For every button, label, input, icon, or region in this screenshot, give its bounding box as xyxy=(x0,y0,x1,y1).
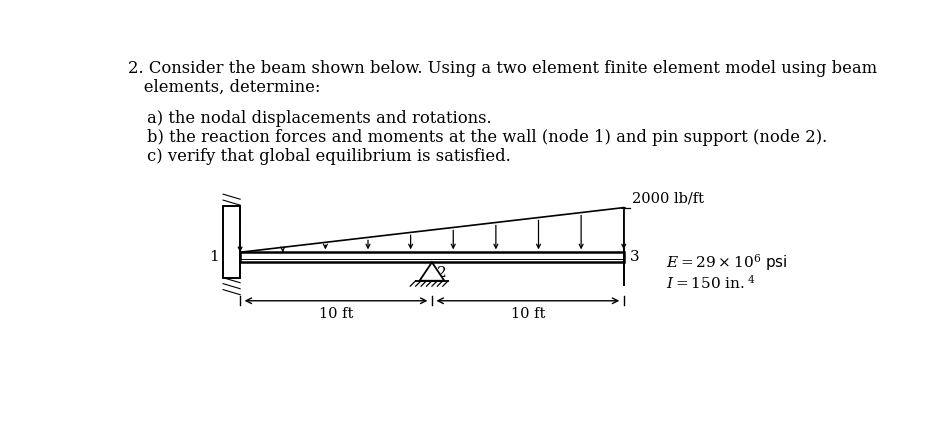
Text: 10 ft: 10 ft xyxy=(510,307,545,321)
Text: 2000 lb/ft: 2000 lb/ft xyxy=(631,191,702,205)
Text: 1: 1 xyxy=(209,249,218,263)
Text: 2. Consider the beam shown below. Using a two element finite element model using: 2. Consider the beam shown below. Using … xyxy=(128,60,876,77)
Text: 2: 2 xyxy=(436,266,445,280)
Text: elements, determine:: elements, determine: xyxy=(128,79,320,95)
Text: $E = 29 \times 10^6$ psi: $E = 29 \times 10^6$ psi xyxy=(665,251,787,272)
Text: $I = 150\ \rm{in.}^4$: $I = 150\ \rm{in.}^4$ xyxy=(665,273,755,291)
Text: 3: 3 xyxy=(629,249,638,263)
Text: a) the nodal displacements and rotations.: a) the nodal displacements and rotations… xyxy=(147,110,491,127)
Polygon shape xyxy=(419,263,444,281)
Bar xyxy=(223,207,239,278)
Text: 10 ft: 10 ft xyxy=(318,307,353,321)
Text: c) verify that global equilibrium is satisfied.: c) verify that global equilibrium is sat… xyxy=(147,148,510,165)
Bar xyxy=(239,253,623,263)
Bar xyxy=(223,207,239,278)
Text: b) the reaction forces and moments at the wall (node 1) and pin support (node 2): b) the reaction forces and moments at th… xyxy=(147,129,827,145)
